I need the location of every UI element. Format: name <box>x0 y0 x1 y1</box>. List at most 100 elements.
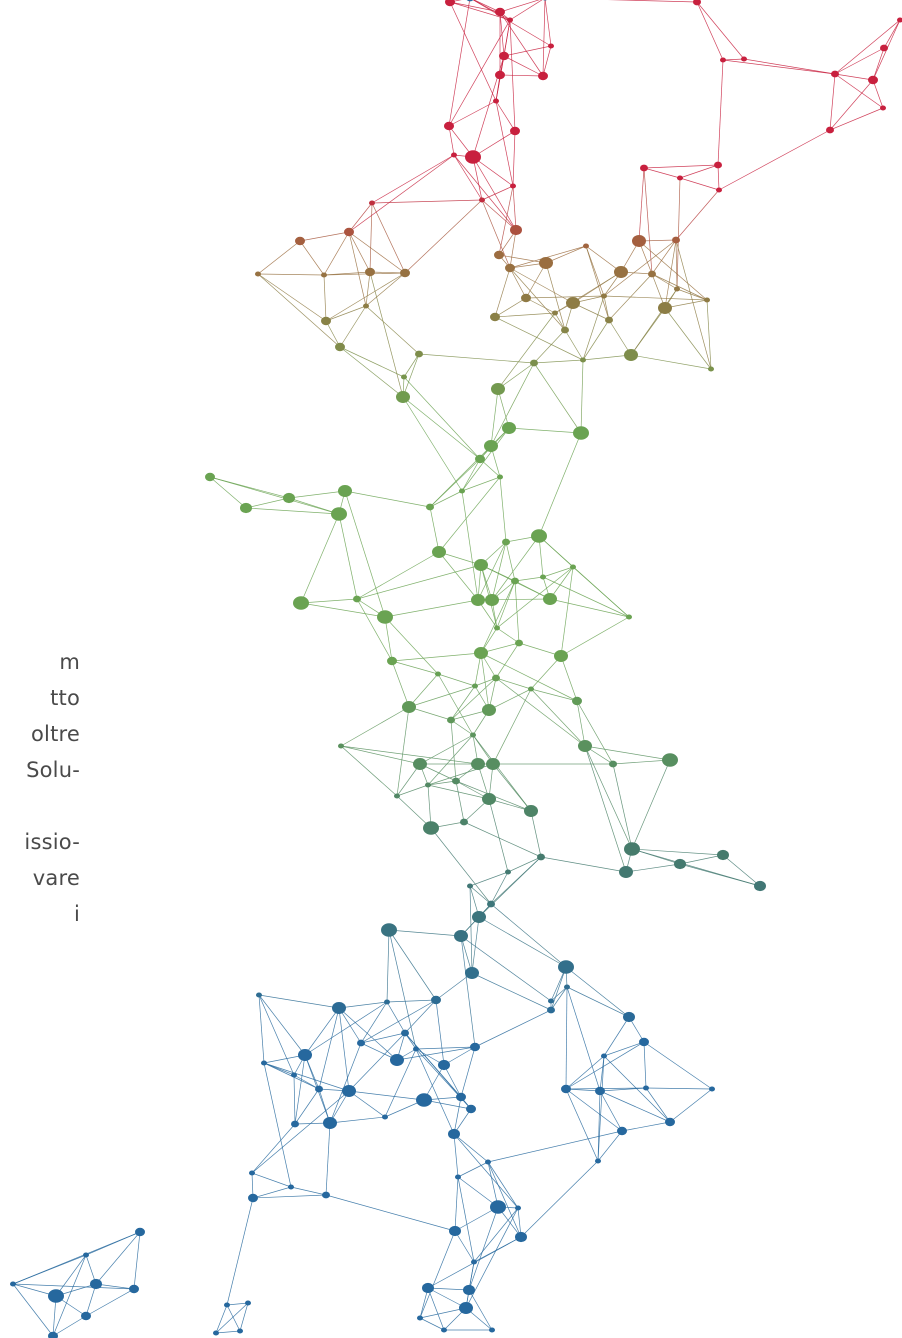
network-edge <box>348 1032 406 1092</box>
network-edge <box>454 1206 499 1232</box>
network-edge <box>607 0 698 3</box>
network-node <box>720 57 726 63</box>
network-edge <box>402 353 420 398</box>
network-edge <box>325 272 406 322</box>
network-edge <box>365 271 371 307</box>
network-edge <box>215 1330 241 1334</box>
network-node <box>261 1060 267 1066</box>
network-edge <box>408 706 452 721</box>
network-edge <box>427 784 432 829</box>
network-node <box>548 43 554 49</box>
network-edge <box>344 490 386 618</box>
network-edge <box>495 100 514 187</box>
network-edge <box>550 966 567 1011</box>
network-edge <box>603 239 677 297</box>
network-edge <box>481 199 517 231</box>
network-node <box>708 366 714 372</box>
network-edge <box>584 745 671 761</box>
network-edge <box>717 59 724 166</box>
network-edge <box>603 295 610 321</box>
network-edge <box>468 1289 493 1331</box>
network-edge <box>258 994 306 1056</box>
network-edge <box>472 0 552 47</box>
network-edge <box>325 1194 456 1232</box>
network-edge <box>300 513 340 604</box>
network-edge <box>679 854 724 865</box>
network-edge <box>473 0 501 13</box>
network-edge <box>450 719 474 736</box>
network-edge <box>251 1172 292 1188</box>
network-edge <box>496 580 516 629</box>
network-edge <box>419 1230 456 1319</box>
network-node <box>507 17 513 23</box>
network-node <box>471 1259 477 1265</box>
network-edge <box>630 307 666 356</box>
network-node <box>248 1193 258 1203</box>
network-edge <box>391 652 482 662</box>
network-edge <box>497 362 535 390</box>
network-node <box>90 1278 102 1290</box>
network-edge <box>499 476 507 543</box>
network-node <box>213 1330 219 1336</box>
network-edge <box>95 1231 141 1285</box>
network-edge <box>388 929 462 937</box>
network-node <box>515 639 523 647</box>
network-edge <box>488 688 532 711</box>
network-edge <box>339 305 367 348</box>
network-edge <box>481 199 511 269</box>
network-edge <box>603 1055 671 1123</box>
network-edge <box>487 1130 623 1163</box>
network-edge <box>304 1007 340 1056</box>
network-node <box>456 1092 466 1102</box>
network-edge <box>460 935 476 1048</box>
network-node <box>505 263 515 273</box>
network-edge <box>630 354 712 370</box>
network-edge <box>429 490 463 508</box>
network-edge <box>565 986 568 1090</box>
text-line: tto <box>50 686 80 710</box>
network-node <box>298 1049 312 1061</box>
network-edge <box>651 273 678 290</box>
network-edge <box>499 11 544 77</box>
network-edge <box>560 566 574 657</box>
network-edge <box>495 677 586 747</box>
network-edge <box>460 1046 476 1098</box>
network-node <box>451 152 457 158</box>
network-edge <box>329 1116 386 1124</box>
network-edge <box>52 1315 87 1337</box>
network-edge <box>252 1194 327 1199</box>
network-node <box>394 793 400 799</box>
network-edge <box>403 376 481 460</box>
network-edge <box>396 763 421 797</box>
network-edge <box>258 994 340 1009</box>
network-edge <box>497 312 556 390</box>
network-edge <box>743 58 836 75</box>
network-edge <box>418 353 535 364</box>
network-edge <box>565 1088 599 1162</box>
network-node <box>605 316 613 324</box>
network-edge <box>533 359 584 364</box>
network-node <box>205 472 215 482</box>
network-edge <box>566 986 601 1092</box>
network-edge <box>643 164 719 169</box>
network-edge <box>396 706 410 797</box>
network-edge <box>565 966 630 1018</box>
network-edge <box>263 1054 306 1064</box>
network-edge <box>258 994 295 1076</box>
network-edge <box>323 274 327 322</box>
network-node <box>401 374 407 380</box>
network-edge <box>488 798 532 812</box>
network-edge <box>419 1317 445 1331</box>
network-edge <box>625 863 681 873</box>
network-node <box>601 1053 607 1059</box>
network-edge <box>474 1009 552 1048</box>
network-edge <box>344 490 431 508</box>
network-node <box>617 1126 627 1136</box>
network-node <box>482 793 496 805</box>
network-edge <box>408 673 439 708</box>
network-edge <box>542 45 552 77</box>
network-node <box>741 56 747 62</box>
network-edge <box>384 1048 417 1118</box>
network-node <box>417 1315 423 1321</box>
